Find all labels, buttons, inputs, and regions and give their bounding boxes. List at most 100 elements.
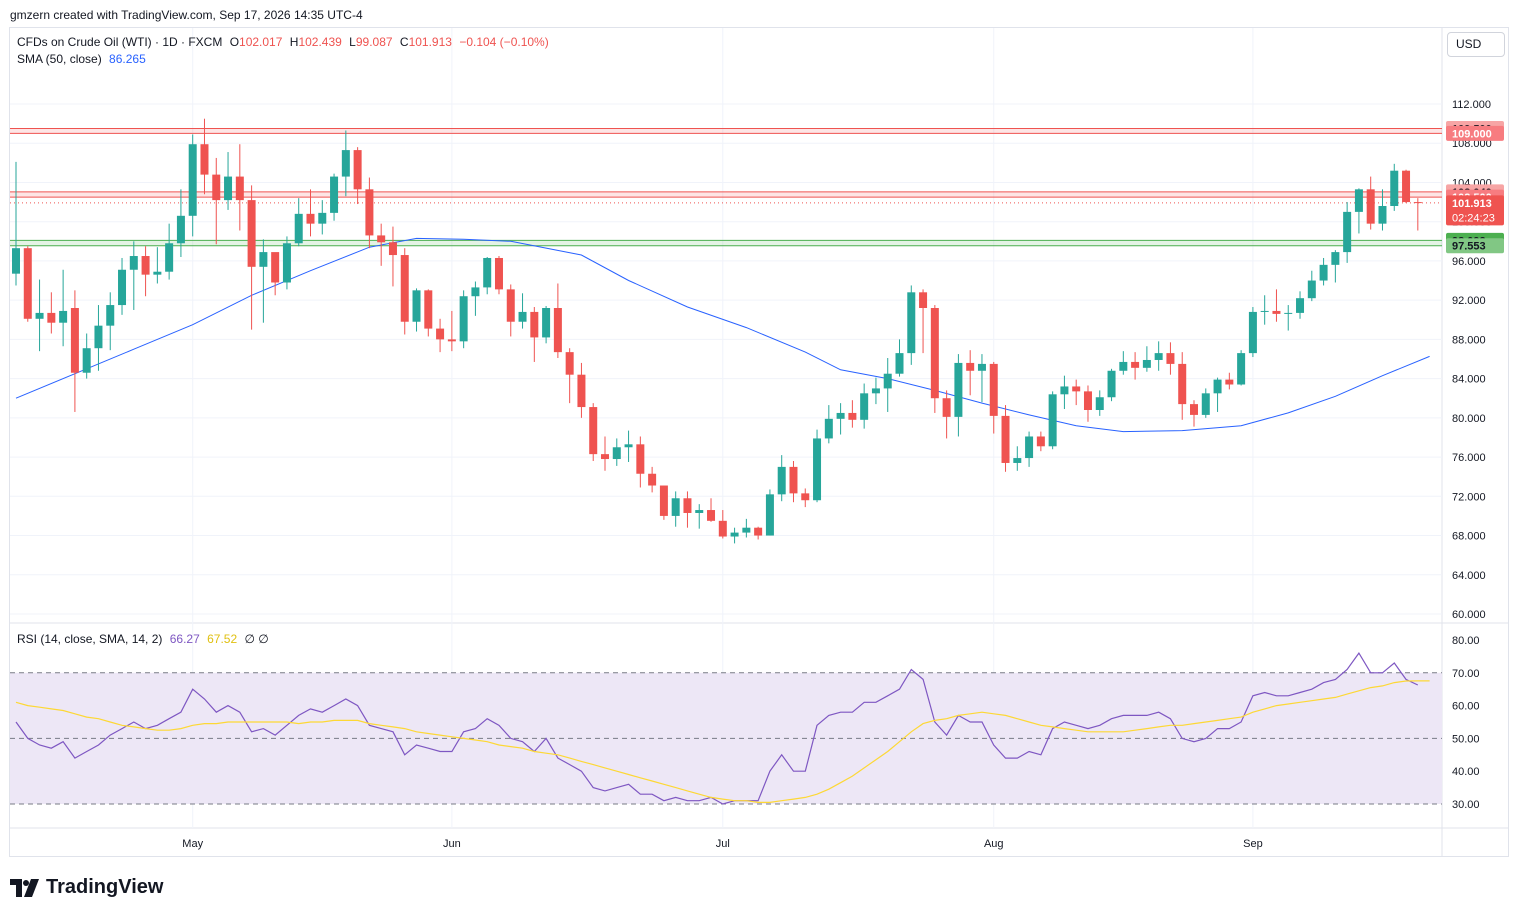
- candle-body[interactable]: [506, 289, 515, 322]
- candle-body[interactable]: [318, 212, 327, 224]
- candle-body[interactable]: [1284, 312, 1293, 314]
- candle-body[interactable]: [848, 412, 857, 420]
- candle-body[interactable]: [589, 407, 598, 455]
- candle-body[interactable]: [212, 174, 221, 201]
- candle-body[interactable]: [1095, 397, 1104, 410]
- candle-body[interactable]: [447, 339, 456, 342]
- candle-body[interactable]: [942, 398, 951, 417]
- candle-body[interactable]: [954, 362, 963, 417]
- candle-body[interactable]: [1331, 252, 1340, 265]
- candle-body[interactable]: [1119, 361, 1128, 371]
- candle-body[interactable]: [1354, 189, 1363, 212]
- candle-body[interactable]: [1237, 353, 1246, 385]
- candle-body[interactable]: [188, 144, 197, 216]
- candle-body[interactable]: [801, 493, 810, 501]
- candle-body[interactable]: [730, 532, 739, 537]
- candle-body[interactable]: [824, 418, 833, 439]
- candle-body[interactable]: [754, 527, 763, 536]
- candle-body[interactable]: [871, 388, 880, 394]
- candle-body[interactable]: [388, 242, 397, 256]
- candle-body[interactable]: [1060, 386, 1069, 395]
- candle-body[interactable]: [306, 213, 315, 224]
- candle-body[interactable]: [271, 252, 280, 283]
- candle-body[interactable]: [118, 269, 127, 306]
- candle-body[interactable]: [471, 287, 480, 297]
- candle-body[interactable]: [129, 256, 138, 270]
- candle-body[interactable]: [35, 312, 44, 319]
- tradingview-logo[interactable]: TradingView: [10, 876, 163, 899]
- candle-body[interactable]: [683, 498, 692, 513]
- candle-body[interactable]: [1131, 361, 1140, 368]
- candle-body[interactable]: [330, 176, 339, 213]
- candle-body[interactable]: [1378, 206, 1387, 224]
- candle-body[interactable]: [70, 308, 79, 373]
- candle-body[interactable]: [1402, 170, 1411, 203]
- candle-body[interactable]: [707, 510, 716, 521]
- candle-body[interactable]: [1025, 436, 1034, 459]
- currency-button[interactable]: USD: [1447, 32, 1505, 57]
- candle-body[interactable]: [895, 353, 904, 374]
- candle-body[interactable]: [919, 292, 928, 308]
- candle-body[interactable]: [636, 444, 645, 474]
- candle-body[interactable]: [247, 200, 256, 267]
- candle-body[interactable]: [176, 215, 185, 244]
- candle-body[interactable]: [777, 466, 786, 495]
- candle-body[interactable]: [1083, 391, 1092, 410]
- candle-body[interactable]: [424, 290, 433, 329]
- candle-body[interactable]: [1296, 298, 1305, 313]
- candle-body[interactable]: [1225, 379, 1234, 385]
- candle-body[interactable]: [989, 363, 998, 416]
- candle-body[interactable]: [483, 257, 492, 288]
- candle-body[interactable]: [1260, 310, 1269, 312]
- symbol-title[interactable]: CFDs on Crude Oil (WTI) · 1D · FXCM: [17, 35, 223, 49]
- candle-body[interactable]: [542, 308, 551, 338]
- candle-body[interactable]: [494, 257, 503, 290]
- candle-body[interactable]: [1178, 363, 1187, 405]
- candle-body[interactable]: [82, 348, 91, 373]
- candle-body[interactable]: [1142, 359, 1151, 368]
- candle-body[interactable]: [671, 498, 680, 516]
- candle-body[interactable]: [94, 325, 103, 349]
- rsi-label[interactable]: RSI (14, close, SMA, 14, 2): [17, 632, 163, 646]
- candle-body[interactable]: [436, 328, 445, 340]
- candle-body[interactable]: [23, 248, 32, 319]
- candle-body[interactable]: [577, 374, 586, 408]
- candle-body[interactable]: [200, 144, 209, 175]
- candle-body[interactable]: [1166, 353, 1175, 364]
- candle-body[interactable]: [1001, 415, 1010, 463]
- candle-body[interactable]: [259, 252, 268, 267]
- candle-body[interactable]: [400, 255, 409, 322]
- candle-body[interactable]: [907, 292, 916, 354]
- candle-body[interactable]: [659, 485, 668, 516]
- candle-body[interactable]: [883, 373, 892, 389]
- candle-body[interactable]: [1154, 353, 1163, 360]
- candle-body[interactable]: [742, 527, 751, 533]
- candle-body[interactable]: [695, 510, 704, 513]
- candle-body[interactable]: [718, 520, 727, 537]
- candle-body[interactable]: [612, 447, 621, 460]
- candle-body[interactable]: [1248, 311, 1257, 354]
- candle-body[interactable]: [765, 494, 774, 536]
- candle-body[interactable]: [59, 310, 68, 323]
- candle-body[interactable]: [47, 312, 56, 323]
- candle-body[interactable]: [235, 176, 244, 201]
- candle-body[interactable]: [165, 243, 174, 272]
- candle-body[interactable]: [565, 352, 574, 375]
- candle-body[interactable]: [624, 444, 633, 448]
- candle-body[interactable]: [224, 176, 233, 201]
- candle-body[interactable]: [930, 308, 939, 399]
- candle-body[interactable]: [1366, 189, 1375, 224]
- candle-body[interactable]: [1048, 394, 1057, 447]
- candle-body[interactable]: [106, 305, 115, 326]
- candle-body[interactable]: [601, 454, 609, 460]
- candle-body[interactable]: [412, 290, 421, 322]
- candle-body[interactable]: [282, 243, 291, 283]
- candle-body[interactable]: [836, 412, 845, 419]
- candle-body[interactable]: [1107, 370, 1116, 398]
- candle-body[interactable]: [553, 308, 562, 353]
- candle-body[interactable]: [294, 213, 303, 244]
- candle-body[interactable]: [648, 473, 657, 486]
- candle-body[interactable]: [966, 362, 975, 371]
- candle-body[interactable]: [1343, 211, 1352, 253]
